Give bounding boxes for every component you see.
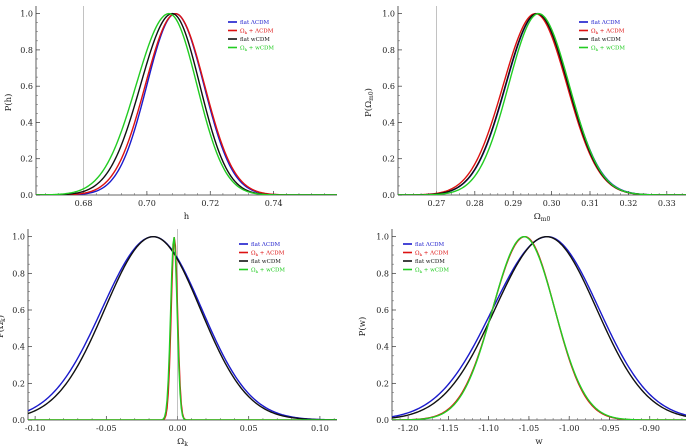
x-tick-label: 0.70 (138, 199, 156, 208)
chart-panel-3: 0.0 0.2 0.4 0.6 0.8 1.0 -0.10 -0.05 0.00 0.05 0.10… (0, 229, 337, 447)
legend-label: flat wCDM (415, 259, 445, 265)
legend-label: Ωk + wCDM (251, 268, 285, 275)
legend-label: Ωk + wCDM (591, 46, 625, 53)
legend-label: Ωk + ΛCDM (591, 29, 625, 36)
x-tick-label: 0.29 (504, 199, 522, 208)
x-tick-label: -0.95 (599, 424, 620, 433)
y-tick-label: 0.8 (376, 269, 389, 278)
series-line-3 (392, 235, 686, 419)
x-axis-label: h (184, 212, 190, 222)
legend-label: flat ΛCDM (591, 20, 620, 26)
series-line-1 (398, 12, 686, 195)
x-axis-label: Ωk (177, 437, 188, 447)
y-tick-label: 0.6 (12, 306, 25, 315)
series-line-3 (36, 12, 337, 195)
y-tick-label: 0.8 (12, 269, 25, 278)
y-tick-label: 0.8 (382, 46, 395, 55)
y-tick-label: 0.4 (382, 118, 395, 127)
y-tick-label: 0.8 (20, 46, 33, 55)
x-axis-label: Ωm0 (534, 212, 551, 223)
legend-label: Ωk + ΛCDM (251, 251, 285, 258)
x-tick-label: 0.32 (619, 199, 637, 208)
x-tick-label: -1.20 (398, 424, 419, 433)
y-tick-label: 0.6 (382, 82, 395, 91)
legend-label: Ωk + ΛCDM (240, 29, 274, 36)
legend-label: flat wCDM (591, 37, 621, 43)
y-tick-label: 0.0 (20, 191, 33, 200)
legend-label: Ωk + wCDM (240, 46, 274, 53)
legend-label: flat ΛCDM (240, 20, 269, 26)
x-tick-label: 0.05 (240, 424, 258, 433)
series-line-1 (36, 12, 337, 195)
series-line-3 (28, 235, 337, 420)
x-tick-label: -1.10 (478, 424, 499, 433)
legend-label: Ωk + ΛCDM (415, 251, 449, 258)
series-line-2 (36, 12, 337, 195)
legend-label: Ωk + wCDM (415, 268, 449, 275)
y-axis-label: P(h) (3, 94, 14, 112)
chart-panel-2: 0.0 0.2 0.4 0.6 0.8 1.0 0.27 0.28 0.29 0.30 0.31 0.… (363, 6, 686, 223)
x-tick-label: 0.72 (201, 199, 219, 208)
x-tick-label: -0.10 (25, 424, 46, 433)
y-tick-label: 0.0 (376, 416, 389, 425)
y-tick-label: 0.2 (12, 379, 25, 388)
chart-panel-1: 0.0 0.2 0.4 0.6 0.8 1.0 0.68 0.70 0.72 0.74 h P(h) f… (3, 6, 337, 222)
y-tick-label: 0.0 (382, 191, 395, 200)
x-tick-label: 0.74 (265, 199, 283, 208)
y-tick-label: 1.0 (20, 10, 33, 19)
y-tick-label: 1.0 (376, 233, 389, 242)
x-tick-label: 0.00 (169, 424, 187, 433)
x-tick-label: -1.00 (559, 424, 580, 433)
series-line-4 (398, 12, 686, 195)
x-tick-label: -1.15 (438, 424, 459, 433)
y-axis-label: P(Ωm0) (363, 88, 375, 117)
series-line-4 (392, 235, 686, 420)
y-tick-label: 0.4 (12, 343, 25, 352)
x-tick-label: -0.90 (639, 424, 660, 433)
x-tick-label: -0.05 (96, 424, 117, 433)
y-tick-label: 0.0 (12, 416, 25, 425)
series-line-3 (398, 12, 686, 195)
x-tick-label: 0.10 (311, 424, 329, 433)
y-tick-label: 1.0 (382, 10, 395, 19)
legend-label: flat wCDM (240, 37, 270, 43)
y-tick-label: 1.0 (12, 233, 25, 242)
x-tick-label: 0.28 (466, 199, 484, 208)
y-tick-label: 0.6 (376, 306, 389, 315)
legend-label: flat ΛCDM (251, 242, 280, 248)
y-axis-label: P(w) (357, 317, 368, 337)
x-tick-label: 0.68 (75, 199, 93, 208)
y-tick-label: 0.2 (382, 155, 395, 164)
chart-panel-4: 0.0 0.2 0.4 0.6 0.8 1.0 -1.20 -1.15 -1.10 -1.05 -1… (357, 229, 686, 447)
y-tick-label: 0.6 (20, 82, 33, 91)
legend-label: flat ΛCDM (415, 242, 444, 248)
series-line-2 (28, 236, 337, 420)
x-tick-label: 0.31 (581, 199, 599, 208)
y-tick-label: 0.4 (376, 343, 389, 352)
y-axis-label: P(Ωk) (0, 315, 7, 338)
x-axis-label: w (535, 437, 543, 447)
legend-label: flat wCDM (251, 259, 281, 265)
series-line-2 (398, 12, 686, 195)
x-tick-label: 0.33 (658, 199, 676, 208)
x-tick-label: 0.27 (427, 199, 445, 208)
y-tick-label: 0.2 (376, 379, 389, 388)
y-tick-label: 0.2 (20, 155, 33, 164)
x-tick-label: -1.05 (519, 424, 540, 433)
series-line-4 (36, 12, 337, 195)
x-tick-label: 0.30 (543, 199, 561, 208)
y-tick-label: 0.4 (20, 118, 33, 127)
series-line-1 (28, 235, 337, 420)
series-line-4 (28, 237, 337, 420)
